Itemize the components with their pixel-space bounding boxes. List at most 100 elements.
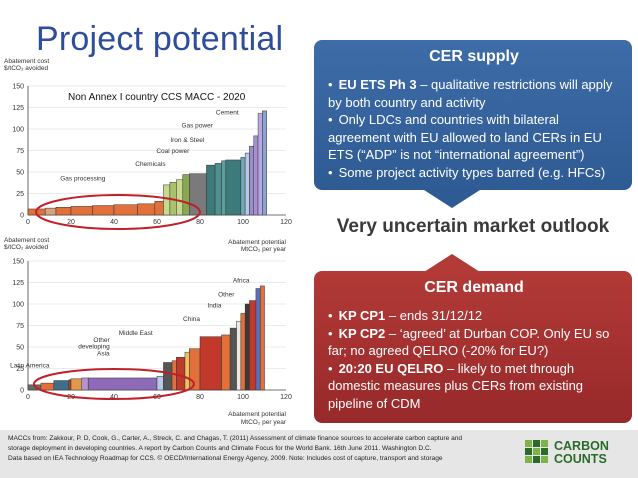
annotation-label: India — [207, 302, 221, 309]
bar — [255, 288, 261, 391]
x-tick-label: 20 — [67, 219, 75, 226]
citation-footer: MACCs from: Zakkour, P. D, Cook, G., Car… — [0, 430, 638, 478]
annotation-label: Other — [93, 337, 110, 344]
x-axis-label: MtCO₂ per year — [241, 419, 287, 426]
x-tick-label: 100 — [237, 394, 249, 401]
logo-text: CARBON COUNTS — [554, 440, 609, 466]
x-axis-label: Abatement potential — [228, 239, 286, 246]
bar — [184, 351, 190, 391]
y-tick-label: 75 — [16, 148, 24, 155]
annotation-label: Chemicals — [135, 161, 166, 168]
bar — [244, 303, 250, 391]
x-tick-label: 0 — [26, 394, 30, 401]
x-axis-label: MtCO₂ per year — [241, 246, 287, 253]
annotation-label: China — [183, 316, 200, 323]
bar — [221, 334, 231, 391]
market-outlook-heading: Very uncertain market outlook — [336, 216, 610, 237]
bar — [163, 362, 173, 391]
x-tick-label: 60 — [153, 219, 161, 226]
y-tick-label: 0 — [20, 213, 24, 220]
bar — [244, 152, 250, 216]
page-title: Project potential — [36, 20, 284, 58]
cer-supply-bullet-text: – qualitative restrictions will apply by… — [328, 77, 613, 110]
bar — [240, 157, 246, 216]
chart-title: Non Annex I country CCS MACC - 2020 — [68, 92, 246, 103]
y-tick-label: 75 — [16, 323, 24, 330]
cer-demand-panel: CER demand KP CP1 – ends 31/12/12 KP CP2… — [314, 271, 632, 423]
cer-demand-bullet-bold: KP CP2 — [338, 325, 386, 341]
highlight-ellipse — [35, 194, 201, 230]
x-tick-label: 40 — [110, 219, 118, 226]
citation-line: Data based on IEA Technology Roadmap for… — [8, 455, 443, 462]
y-tick-label: 150 — [12, 84, 24, 91]
bar — [55, 207, 72, 216]
citation-line: storage deployment in developing countri… — [8, 445, 432, 452]
x-tick-label: 100 — [237, 219, 249, 226]
x-tick-label: 120 — [280, 394, 292, 401]
y-axis-label: Abatement cost — [4, 58, 49, 65]
y-tick-label: 0 — [20, 388, 24, 395]
citation-line: MACCs from: Zakkour, P. D, Cook, G., Car… — [8, 435, 463, 442]
bar — [259, 285, 265, 391]
bar — [70, 378, 82, 391]
bar — [257, 113, 263, 216]
annotation-label: Other — [218, 291, 235, 298]
cer-demand-bullet-bold: 20:20 EU QELRO — [338, 360, 444, 376]
logo-line: COUNTS — [554, 452, 607, 466]
cer-demand-bullet-text: – ends 31/12/12 — [385, 308, 483, 323]
annotation-label: Iron & Steel — [170, 137, 205, 144]
bar — [249, 300, 257, 391]
bar — [81, 377, 89, 391]
bar — [163, 184, 171, 216]
bar — [262, 110, 267, 216]
annotation-label: Cement — [216, 109, 239, 116]
y-tick-label: 25 — [16, 366, 24, 373]
y-axis-label: $/tCO₂ avoided — [4, 244, 48, 251]
cer-supply-bullet: Only LDCs and countries with bilateral a… — [328, 111, 620, 164]
y-tick-label: 50 — [16, 170, 24, 177]
cer-demand-bullet-text: – ‘agreed’ at Durban COP. Only EU so far… — [328, 325, 610, 359]
bar — [225, 159, 242, 216]
y-tick-label: 125 — [12, 280, 24, 287]
x-tick-label: 0 — [26, 219, 30, 226]
leaf-grid-icon — [525, 440, 548, 463]
bar — [156, 375, 164, 391]
x-tick-label: 40 — [110, 394, 118, 401]
bar — [53, 380, 70, 391]
bar — [229, 327, 237, 391]
y-tick-label: 25 — [16, 191, 24, 198]
annotation-label: Latin America — [10, 363, 50, 370]
bar — [176, 179, 184, 216]
cer-demand-bullet: KP CP2 – ‘agreed’ at Durban COP. Only EU… — [328, 325, 620, 360]
annotation-label: Middle East — [119, 330, 153, 337]
y-tick-label: 100 — [12, 127, 24, 134]
bar — [199, 336, 222, 391]
bar — [236, 320, 242, 391]
bar — [206, 164, 216, 216]
arrow-down-icon — [424, 190, 480, 208]
x-tick-label: 120 — [280, 219, 292, 226]
y-axis-label: Abatement cost — [4, 237, 49, 244]
cer-demand-list: KP CP1 – ends 31/12/12 KP CP2 – ‘agreed’… — [328, 307, 620, 412]
bar — [68, 379, 72, 391]
bar — [92, 205, 115, 216]
macc-chart-regions-svg: Abatement cost$/tCO₂ avoided 0 25 50 75 100 12… — [4, 237, 292, 426]
cer-demand-bullet: KP CP1 – ends 31/12/12 — [328, 307, 620, 325]
x-tick-label: 80 — [196, 394, 204, 401]
bar — [137, 203, 156, 216]
cer-supply-bullet-bold: EU ETS Ph 3 — [338, 77, 417, 92]
x-axis-label: Abatement potential — [228, 411, 286, 418]
bar — [113, 204, 138, 216]
bar — [249, 145, 254, 216]
bar — [87, 377, 158, 391]
annotation-label: Gas processing — [60, 176, 106, 183]
cer-supply-panel: CER supply EU ETS Ph 3 – qualitative res… — [314, 40, 632, 190]
bar — [70, 206, 93, 216]
macc-chart-regions: Abatement cost $/tCO₂ avoided 0 25 50 75 100 12… — [0, 236, 300, 432]
annotation-label: Gas power — [181, 122, 213, 129]
y-tick-label: 100 — [12, 302, 24, 309]
annotation-label: Africa — [233, 278, 250, 285]
cer-supply-list: EU ETS Ph 3 – qualitative restrictions w… — [328, 76, 620, 181]
bar — [253, 135, 259, 216]
macc-chart-sectors-svg: Abatement cost$/tCO₂ avoided 0 25 50 75 100 12… — [4, 58, 292, 230]
